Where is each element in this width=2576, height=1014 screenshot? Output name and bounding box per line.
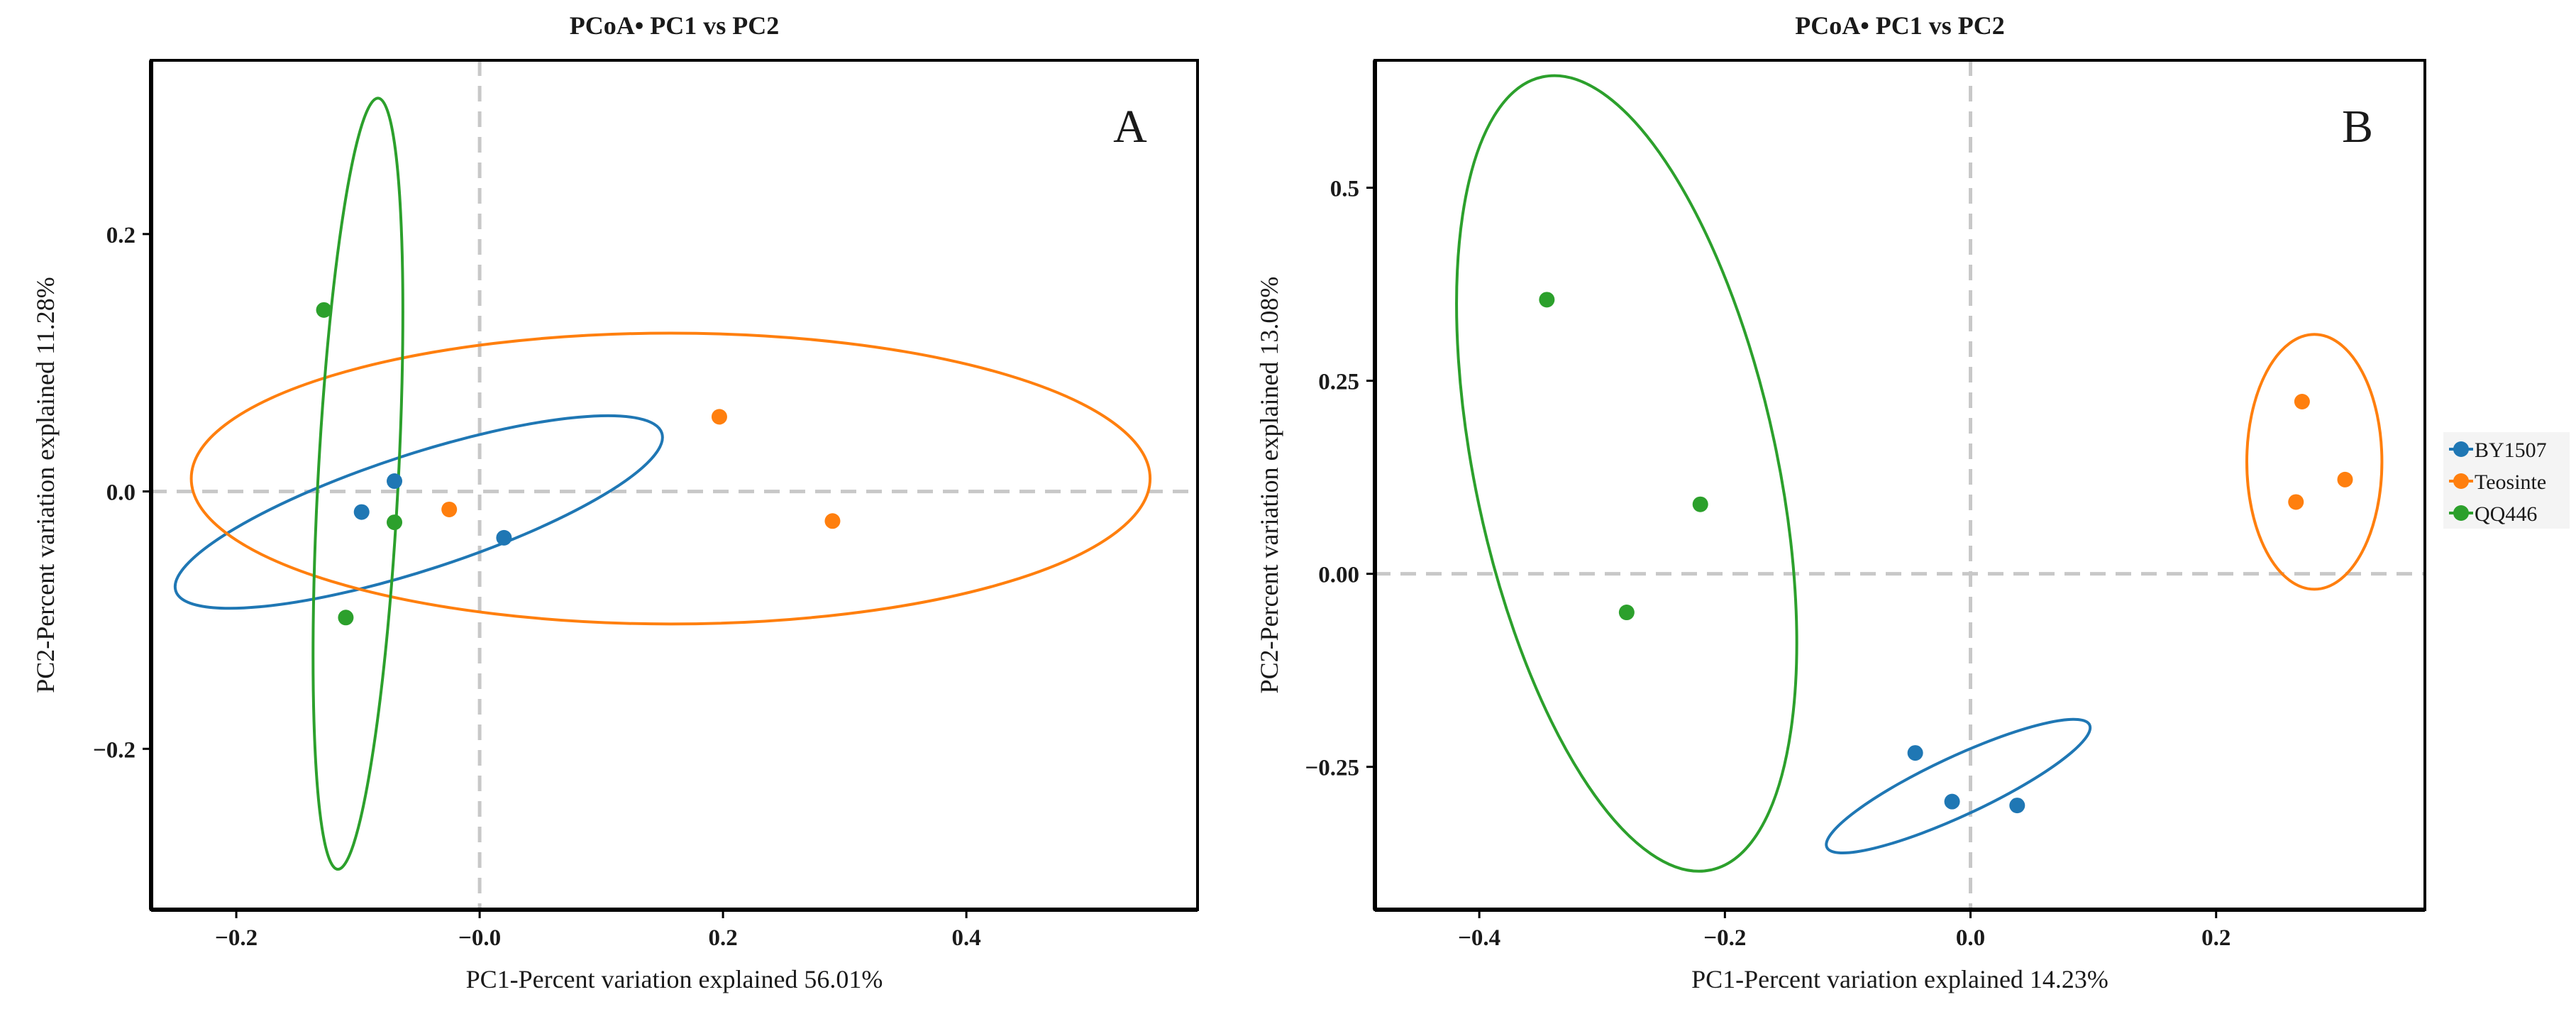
y-tick-label-b: −0.25 [1305, 756, 1359, 781]
y-tick-label-a: 0.0 [106, 480, 136, 506]
panel-b: PCoA• PC1 vs PC2 −0.4 −0.2 0.0 0.2 −0.25 0.00 0… [1255, 11, 2426, 993]
legend-marker-teosinte [2453, 473, 2469, 489]
data-point-qq446-3-b [1618, 605, 1635, 621]
chart-title-a: PCoA• PC1 vs PC2 [570, 11, 780, 40]
data-point-by1507-1-b [1907, 745, 1923, 761]
data-point-by1507-3-a [496, 529, 512, 546]
data-point-teosinte-1-a [711, 409, 727, 425]
y-tick-label-a: 0.2 [106, 223, 136, 248]
data-point-by1507-2-b [1944, 793, 1960, 810]
x-tick-label-a: 0.4 [952, 925, 981, 951]
y-axis-label-b: PC2-Percent variation explained 13.08% [1255, 277, 1283, 694]
data-point-teosinte-3-b [2337, 471, 2353, 487]
legend-label-by1507: BY1507 [2475, 439, 2547, 462]
y-tick-label-b: 0.5 [1330, 177, 1359, 202]
y-axis-label-a: PC2-Percent variation explained 11.28% [31, 277, 60, 693]
data-point-teosinte-2-a [824, 513, 841, 529]
data-point-teosinte-3-a [441, 501, 458, 517]
data-point-by1507-2-a [353, 504, 370, 520]
panel-label-a: A [1113, 101, 1147, 153]
panel-label-b: B [2342, 101, 2373, 153]
data-point-qq446-1-b [1539, 292, 1555, 308]
x-axis-label-a: PC1-Percent variation explained 56.01% [466, 965, 883, 993]
confidence-ellipse-by1507-a [173, 414, 664, 610]
legend-label-qq446: QQ446 [2475, 502, 2537, 526]
x-tick-label-a: 0.2 [708, 925, 737, 951]
x-tick-label-a: −0.0 [458, 925, 501, 951]
chart-title-b: PCoA• PC1 vs PC2 [1795, 11, 2005, 40]
x-tick-label-b: 0.0 [1956, 925, 1985, 951]
x-tick-label-b: 0.2 [2201, 925, 2230, 951]
data-point-by1507-3-b [2009, 798, 2025, 814]
data-point-by1507-1-a [387, 473, 403, 490]
y-tick-label-b: 0.00 [1318, 563, 1359, 588]
data-point-qq446-3-a [338, 610, 354, 626]
x-tick-label-b: −0.4 [1458, 925, 1500, 951]
y-tick-label-b: 0.25 [1318, 370, 1359, 395]
panel-a: PCoA• PC1 vs PC2 −0.2 −0.0 0.2 0.4 −0.2 0.0 0.2… [31, 11, 1199, 993]
data-point-qq446-2-a [387, 514, 403, 531]
y-tick-label-a: −0.2 [93, 737, 136, 763]
legend-label-teosinte: Teosinte [2475, 470, 2546, 494]
confidence-ellipse-teosinte-b [2245, 333, 2384, 591]
data-point-qq446-1-a [316, 302, 332, 318]
confidence-ellipse-qq446-b [1455, 74, 1798, 873]
legend-marker-by1507 [2453, 441, 2469, 457]
x-tick-label-a: −0.2 [215, 925, 258, 951]
legend-marker-qq446 [2453, 505, 2469, 521]
x-tick-label-b: −0.2 [1703, 925, 1746, 951]
legend: BY1507 Teosinte QQ446 [2443, 432, 2570, 529]
plot-frame-a [150, 59, 1199, 911]
data-point-qq446-2-b [1692, 496, 1708, 512]
data-point-teosinte-1-b [2294, 393, 2310, 409]
x-axis-label-b: PC1-Percent variation explained 14.23% [1691, 965, 2108, 993]
confidence-ellipse-by1507-b [1825, 717, 2092, 854]
confidence-ellipse-teosinte-a [189, 331, 1152, 626]
data-point-teosinte-2-b [2288, 494, 2304, 510]
